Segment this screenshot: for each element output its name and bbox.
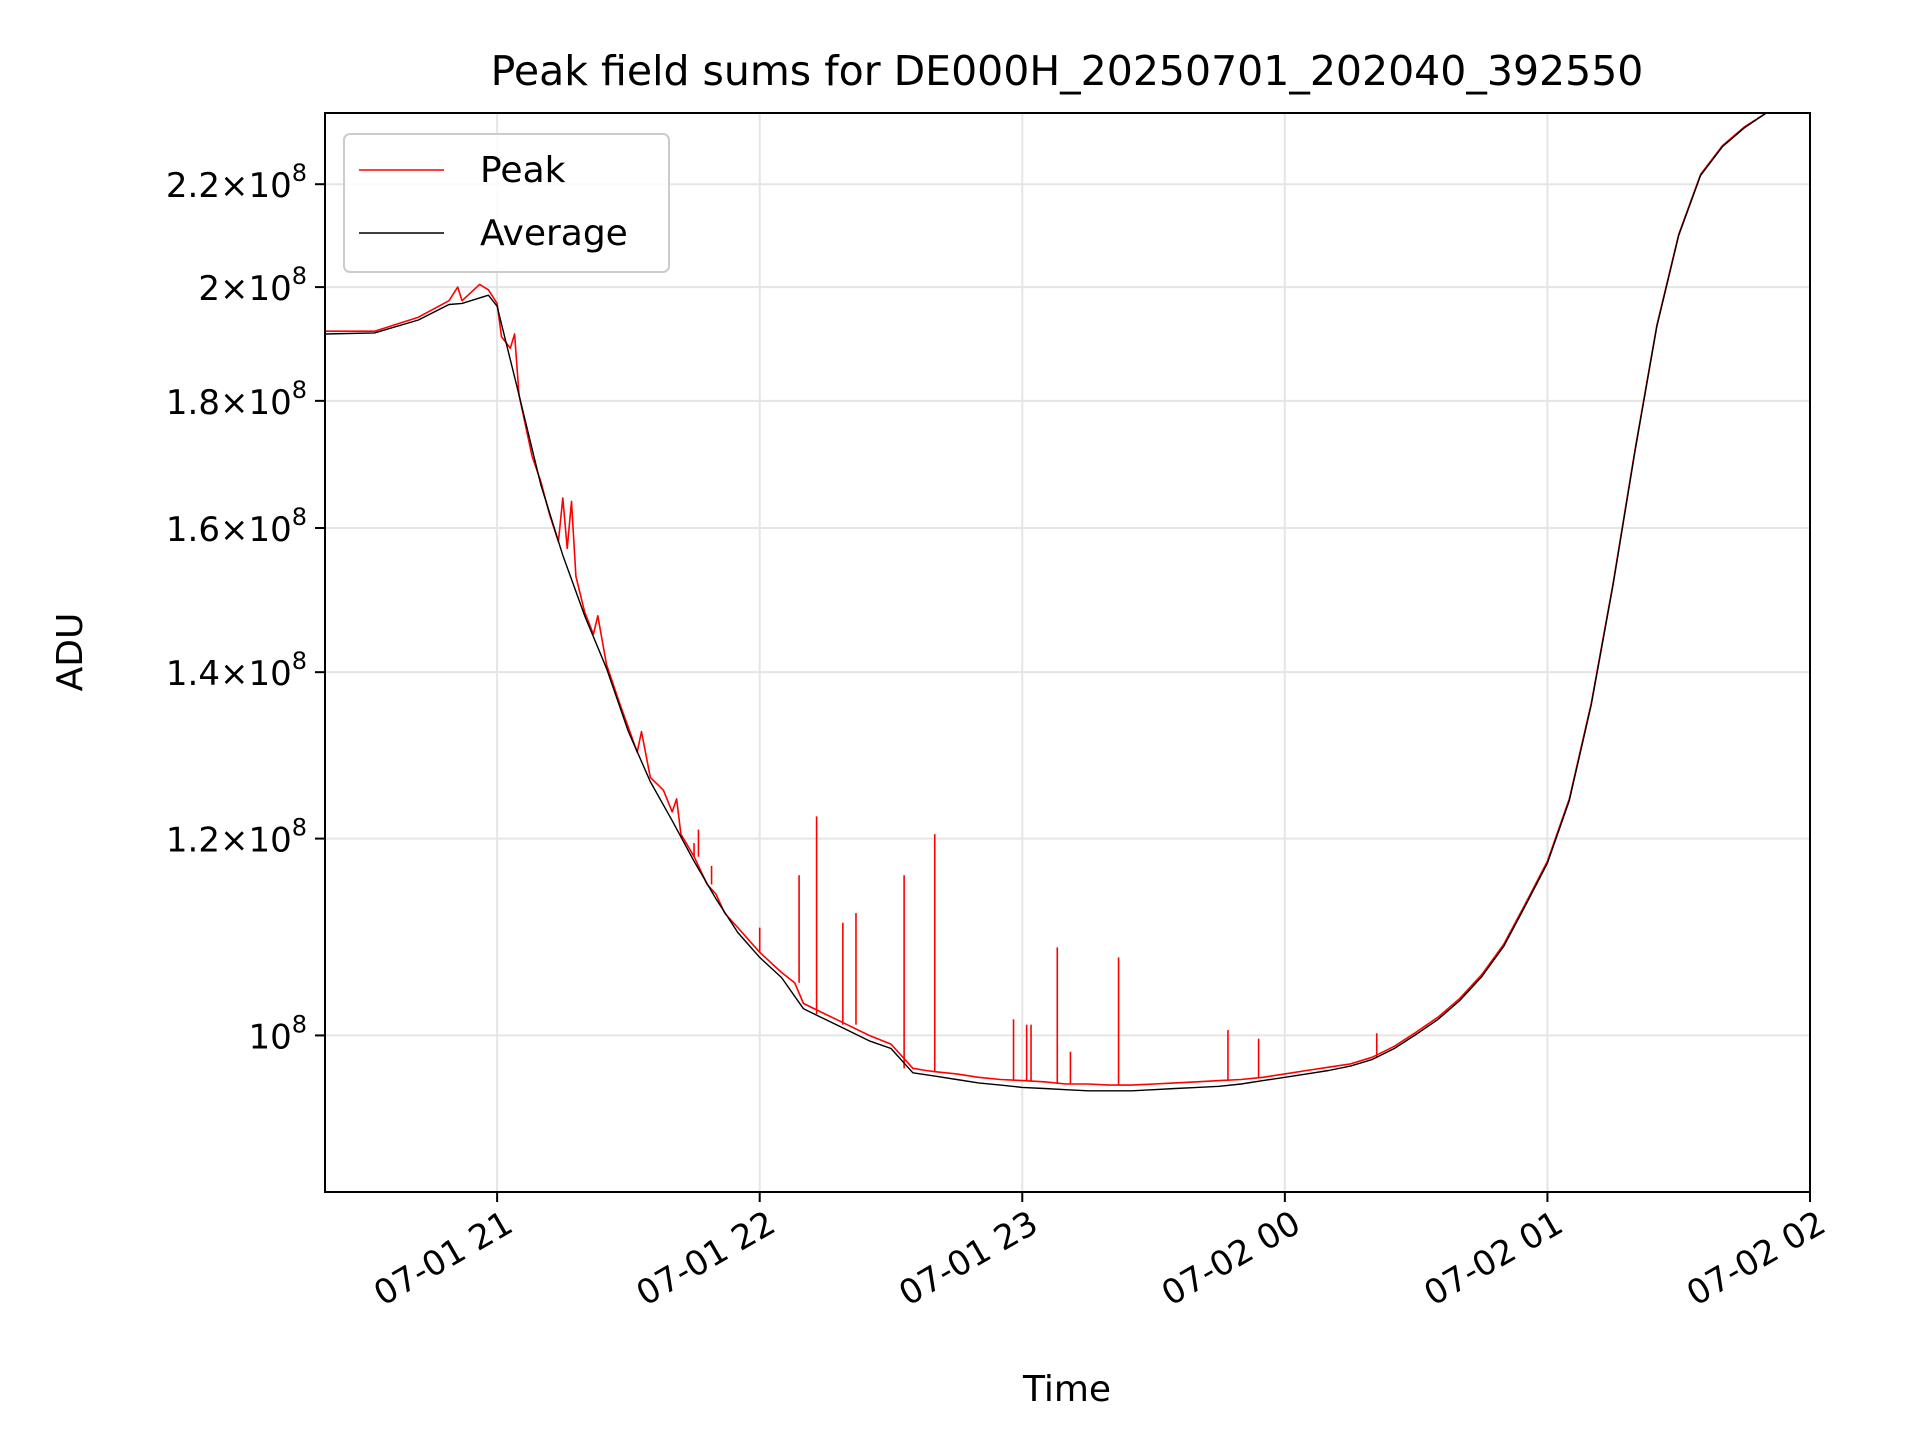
x-axis-label: Time <box>1022 1369 1111 1410</box>
y-tick-label: 108 <box>248 1010 307 1057</box>
legend-label-average: Average <box>480 213 628 254</box>
plot-frame <box>324 112 1811 1193</box>
series-line-average <box>325 113 1767 1092</box>
chart-title: Peak field sums for DE000H_20250701_2020… <box>491 47 1644 95</box>
y-tick-label: 1.8×108 <box>166 376 307 423</box>
legend-box <box>343 133 670 273</box>
y-axis-label: ADU <box>50 613 91 692</box>
y-tick-label: 1.2×108 <box>166 814 307 861</box>
series-layer <box>325 113 1767 1092</box>
y-tick-label: 2×108 <box>198 262 307 309</box>
y-tick-label: 1.4×108 <box>166 647 307 694</box>
y-tick-label: 1.6×108 <box>166 503 307 550</box>
legend: Peak Average <box>343 133 670 273</box>
legend-label-peak: Peak <box>480 150 566 191</box>
y-tick-label: 2.2×108 <box>166 159 307 206</box>
